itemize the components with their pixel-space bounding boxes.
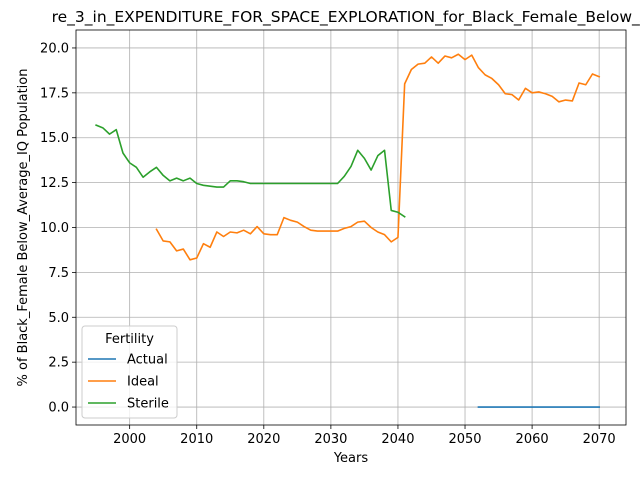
y-tick-label: 0.0 [48,401,69,416]
legend-label: Ideal [127,375,159,390]
legend-label: Sterile [127,397,169,412]
y-tick-label: 12.5 [40,176,69,191]
series-line-sterile [95,124,406,218]
legend-box [81,325,178,419]
x-tick-label: 2060 [516,432,549,447]
legend-item-actual: Actual [88,353,168,368]
x-tick-label: 2070 [583,432,616,447]
x-tick-label: 2020 [247,432,280,447]
legend-items: Actual Ideal Sterile [88,353,169,412]
x-tick-label: 2040 [381,432,414,447]
legend-item-sterile: Sterile [88,397,169,412]
x-tick-label: 2050 [448,432,481,447]
legend-label: Actual [127,353,168,368]
y-tick-label: 7.5 [48,266,69,281]
y-tick-label: 5.0 [48,311,69,326]
y-tick-label: 15.0 [40,131,69,146]
legend-item-ideal: Ideal [88,375,159,390]
x-tick-label: 2010 [180,432,213,447]
legend-title: Fertility [105,332,154,347]
series-line-ideal [155,53,601,261]
x-tick-label: 2030 [314,432,347,447]
x-tick-label: 2000 [113,432,146,447]
y-tick-label: 2.5 [48,356,69,371]
y-axis-title: % of Black_Female Below_Average_IQ Popul… [16,69,31,387]
y-tick-label: 17.5 [40,86,69,101]
chart-title: re_3_in_EXPENDITURE_FOR_SPACE_EXPLORATIO… [52,8,640,27]
y-tick-label: 10.0 [40,221,69,236]
x-axis-title: Years [333,451,369,466]
axis-ticks: 2000 2010 2020 2030 2040 2050 2060 2070 0.0 2.5 5.… [40,41,616,447]
y-tick-label: 20.0 [40,41,69,56]
series-lines [95,53,601,408]
legend: Fertility Actual Ideal Sterile [81,325,178,419]
